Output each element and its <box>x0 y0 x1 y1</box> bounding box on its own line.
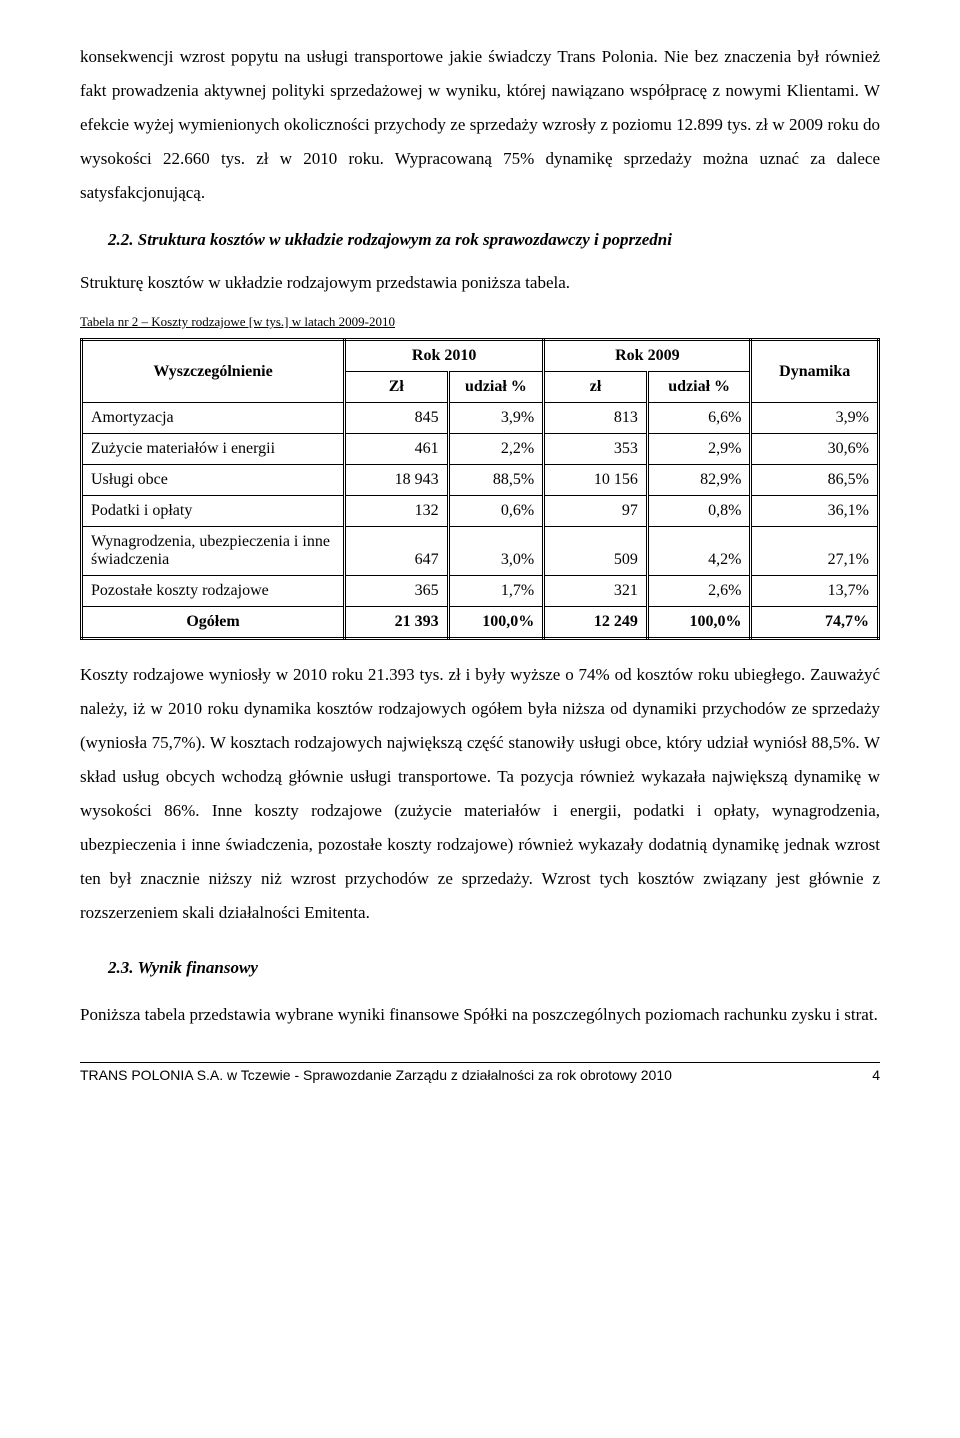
total-dyn: 74,7% <box>751 607 879 639</box>
row-dyn: 3,9% <box>751 403 879 434</box>
table-row: Amortyzacja 845 3,9% 813 6,6% 3,9% <box>82 403 879 434</box>
row-val-2010: 647 <box>345 527 449 576</box>
row-pct-2009: 0,8% <box>647 496 751 527</box>
table-header-row-1: Wyszczególnienie Rok 2010 Rok 2009 Dynam… <box>82 340 879 372</box>
page-footer: TRANS POLONIA S.A. w Tczewie - Sprawozda… <box>80 1062 880 1083</box>
row-dyn: 36,1% <box>751 496 879 527</box>
col-subheader-udzial-2010: udział % <box>448 372 544 403</box>
total-val-2009: 12 249 <box>544 607 648 639</box>
row-label: Podatki i opłaty <box>82 496 345 527</box>
row-val-2010: 365 <box>345 576 449 607</box>
total-pct-2009: 100,0% <box>647 607 751 639</box>
structure-paragraph: Strukturę kosztów w układzie rodzajowym … <box>80 266 880 300</box>
row-label: Amortyzacja <box>82 403 345 434</box>
row-val-2009: 509 <box>544 527 648 576</box>
col-header-rok2010: Rok 2010 <box>345 340 544 372</box>
row-pct-2010: 88,5% <box>448 465 544 496</box>
row-val-2009: 10 156 <box>544 465 648 496</box>
row-pct-2009: 2,9% <box>647 434 751 465</box>
row-pct-2009: 4,2% <box>647 527 751 576</box>
row-val-2010: 132 <box>345 496 449 527</box>
row-pct-2010: 2,2% <box>448 434 544 465</box>
footer-text: TRANS POLONIA S.A. w Tczewie - Sprawozda… <box>80 1067 672 1083</box>
col-subheader-udzial-2009: udział % <box>647 372 751 403</box>
table-row: Podatki i opłaty 132 0,6% 97 0,8% 36,1% <box>82 496 879 527</box>
total-val-2010: 21 393 <box>345 607 449 639</box>
row-val-2009: 353 <box>544 434 648 465</box>
row-dyn: 27,1% <box>751 527 879 576</box>
col-subheader-zl-2009: zł <box>544 372 648 403</box>
intro-paragraph: konsekwencji wzrost popytu na usługi tra… <box>80 40 880 210</box>
row-pct-2010: 0,6% <box>448 496 544 527</box>
cost-table: Wyszczególnienie Rok 2010 Rok 2009 Dynam… <box>80 338 880 640</box>
row-val-2009: 321 <box>544 576 648 607</box>
col-header-wyszczegolnienie: Wyszczególnienie <box>82 340 345 403</box>
row-dyn: 13,7% <box>751 576 879 607</box>
row-pct-2009: 2,6% <box>647 576 751 607</box>
row-label: Wynagrodzenia, ubezpieczenia i inne świa… <box>82 527 345 576</box>
row-val-2009: 813 <box>544 403 648 434</box>
total-pct-2010: 100,0% <box>448 607 544 639</box>
row-val-2010: 845 <box>345 403 449 434</box>
closing-paragraph: Poniższa tabela przedstawia wybrane wyni… <box>80 998 880 1032</box>
table-row: Pozostałe koszty rodzajowe 365 1,7% 321 … <box>82 576 879 607</box>
document-page: konsekwencji wzrost popytu na usługi tra… <box>0 0 960 1113</box>
row-val-2010: 461 <box>345 434 449 465</box>
row-dyn: 86,5% <box>751 465 879 496</box>
row-label: Usługi obce <box>82 465 345 496</box>
analysis-paragraph: Koszty rodzajowe wyniosły w 2010 roku 21… <box>80 658 880 930</box>
table-row: Zużycie materiałów i energii 461 2,2% 35… <box>82 434 879 465</box>
total-label: Ogółem <box>82 607 345 639</box>
col-header-rok2009: Rok 2009 <box>544 340 751 372</box>
row-pct-2009: 82,9% <box>647 465 751 496</box>
row-dyn: 30,6% <box>751 434 879 465</box>
col-header-dynamika: Dynamika <box>751 340 879 403</box>
row-pct-2010: 3,9% <box>448 403 544 434</box>
page-number: 4 <box>872 1067 880 1083</box>
row-val-2009: 97 <box>544 496 648 527</box>
table-row: Usługi obce 18 943 88,5% 10 156 82,9% 86… <box>82 465 879 496</box>
row-label: Zużycie materiałów i energii <box>82 434 345 465</box>
row-pct-2010: 1,7% <box>448 576 544 607</box>
col-subheader-zl-2010: Zł <box>345 372 449 403</box>
row-val-2010: 18 943 <box>345 465 449 496</box>
table-row: Wynagrodzenia, ubezpieczenia i inne świa… <box>82 527 879 576</box>
row-pct-2009: 6,6% <box>647 403 751 434</box>
row-label: Pozostałe koszty rodzajowe <box>82 576 345 607</box>
section-2-2-heading: 2.2. Struktura kosztów w układzie rodzaj… <box>108 230 880 250</box>
table-total-row: Ogółem 21 393 100,0% 12 249 100,0% 74,7% <box>82 607 879 639</box>
section-2-3-heading: 2.3. Wynik finansowy <box>108 958 880 978</box>
row-pct-2010: 3,0% <box>448 527 544 576</box>
table-caption: Tabela nr 2 – Koszty rodzajowe [w tys.] … <box>80 314 880 330</box>
